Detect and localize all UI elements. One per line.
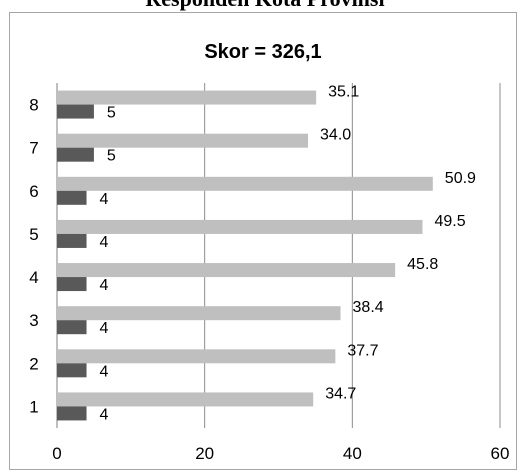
data-label-series1: 37.7: [347, 342, 378, 359]
data-label-series1: 34.0: [320, 127, 351, 144]
y-tick-label: 1: [29, 397, 38, 416]
y-tick-label: 8: [29, 96, 38, 115]
y-tick-label: 6: [29, 182, 38, 201]
bar-series2-4: [57, 277, 87, 292]
bar-series2-2: [57, 363, 87, 378]
y-tick-label: 3: [29, 311, 38, 330]
x-tick-label: 60: [491, 444, 510, 463]
bar-series2-5: [57, 233, 87, 248]
y-tick-label: 7: [29, 139, 38, 158]
data-label-series2: 4: [100, 277, 109, 294]
data-label-series2: 4: [100, 363, 109, 380]
chart-title: Skor = 326,1: [204, 41, 321, 63]
bar-series1-1: [57, 392, 314, 407]
bar-series1-2: [57, 349, 336, 364]
y-tick-label: 5: [29, 225, 38, 244]
data-label-series2: 4: [100, 406, 109, 423]
chart-svg: Skor = 326,1 1 2 3 4 5 6 7 8 0 20 40 60 34.7 4 37.7 4…: [29, 41, 509, 463]
x-tick-label: 40: [343, 444, 362, 463]
bar-series1-3: [57, 306, 341, 321]
y-tick-labels: 1 2 3 4 5 6 7 8: [29, 96, 38, 417]
chart-frame: Skor = 326,1 1 2 3 4 5 6 7 8 0 20 40 60 34.7 4 37.7 4…: [9, 12, 517, 470]
data-label-series2: 5: [107, 148, 116, 165]
data-label-series1: 38.4: [353, 299, 384, 316]
data-label-series2: 4: [100, 234, 109, 251]
x-tick-label: 20: [195, 444, 214, 463]
bar-series2-7: [57, 147, 94, 162]
bar-series2-6: [57, 190, 87, 205]
data-label-series2: 4: [100, 191, 109, 208]
data-label-series1: 49.5: [434, 213, 465, 230]
bars: [57, 90, 433, 421]
data-label-series2: 4: [100, 320, 109, 337]
bar-series1-8: [57, 90, 317, 105]
data-label-series1: 34.7: [325, 385, 356, 402]
data-labels: 34.7 4 37.7 4 38.4 4 45.8 4 49.5 4 50.9 4 34.0 5 35.1 5: [100, 84, 477, 424]
bar-series2-8: [57, 104, 94, 119]
bar-series1-6: [57, 176, 433, 191]
bar-series2-1: [57, 406, 87, 421]
bar-series1-4: [57, 263, 396, 278]
data-label-series2: 5: [107, 105, 116, 122]
x-tick-label: 0: [52, 444, 61, 463]
data-label-series1: 50.9: [445, 170, 476, 187]
y-tick-label: 4: [29, 268, 38, 287]
bar-series1-5: [57, 219, 423, 234]
data-label-series1: 35.1: [328, 84, 359, 101]
page-title: Responden Kota Provinsi: [0, 0, 530, 11]
bar-series2-3: [57, 320, 87, 335]
y-tick-label: 2: [29, 354, 38, 373]
x-tick-labels: 0 20 40 60: [52, 444, 509, 463]
bar-series1-7: [57, 133, 309, 148]
data-label-series1: 45.8: [407, 256, 438, 273]
